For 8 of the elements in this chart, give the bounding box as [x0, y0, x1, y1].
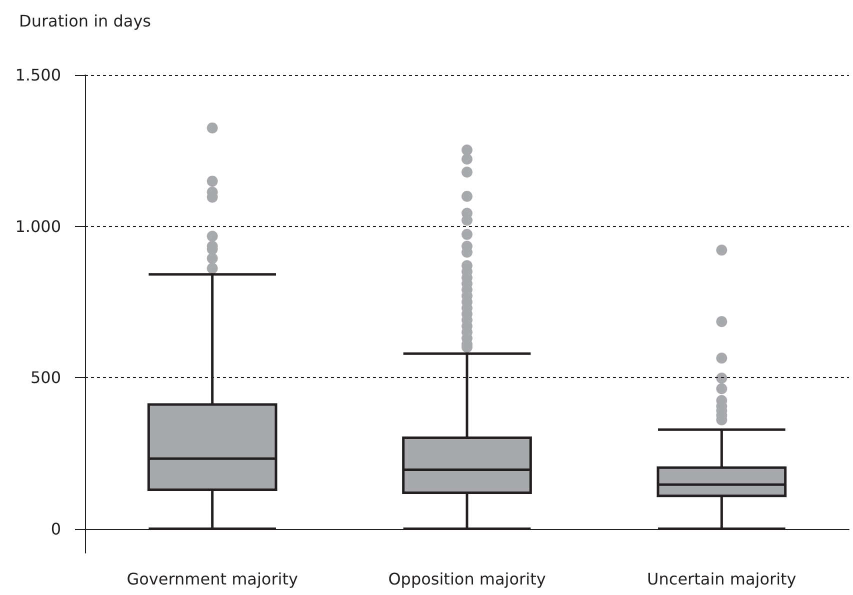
- x-tick-label: Government majority: [126, 570, 298, 588]
- y-tick-label: 500: [30, 368, 61, 388]
- y-axis-title: Duration in days: [19, 12, 152, 30]
- x-tick-label: Uncertain majority: [647, 570, 796, 588]
- y-tick-label: 1.500: [15, 66, 61, 84]
- y-tick-label: 0: [50, 519, 61, 538]
- y-tick-label: 1.000: [15, 216, 61, 236]
- x-tick-label: Opposition majority: [388, 570, 546, 588]
